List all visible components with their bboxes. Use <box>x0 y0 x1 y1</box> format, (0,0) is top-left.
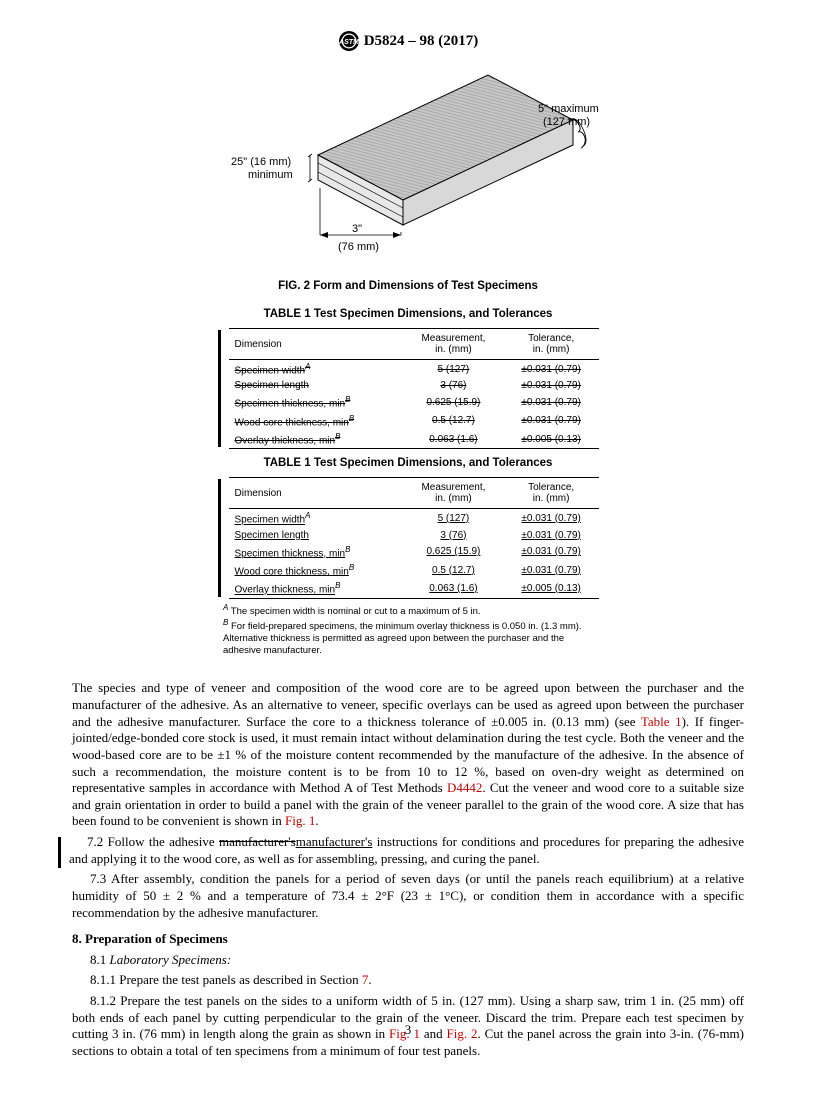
col-measurement: Measurement,in. (mm) <box>403 478 504 509</box>
para-7-2-changed: 7.2 Follow the adhesive manufacturer'sma… <box>58 834 744 871</box>
figure-2: 5" maximum (127 mm) 25" (16 mm) minimum … <box>72 60 744 292</box>
standard-number: D5824 – 98 (2017) <box>364 33 479 50</box>
page-number: 3 <box>0 1022 816 1038</box>
para-8-1-1: 8.1.1 Prepare the test panels as describ… <box>72 972 744 989</box>
col-dimension: Dimension <box>229 329 404 360</box>
table-footnotes: A The specimen width is nominal or cut t… <box>223 603 593 657</box>
para-8-1: 8.1 Laboratory Specimens: <box>72 952 744 969</box>
col-tolerance: Tolerance,in. (mm) <box>504 478 599 509</box>
svg-text:25" (16 mm): 25" (16 mm) <box>231 156 291 168</box>
svg-text:3": 3" <box>352 223 362 235</box>
table1-new: Dimension Measurement,in. (mm) Tolerance… <box>229 477 599 598</box>
table-row: Overlay thickness, minB0.063 (1.6)±0.005… <box>229 430 599 449</box>
change-bar-icon <box>58 837 61 868</box>
table1-old: Dimension Measurement,in. (mm) Tolerance… <box>229 328 599 449</box>
astm-logo-icon: ASTM <box>338 30 360 52</box>
table-row: Specimen thickness, minB0.625 (15.9)±0.0… <box>229 393 599 411</box>
table-row: Wood core thickness, minB0.5 (12.7)±0.03… <box>229 561 599 579</box>
table-row: Specimen thickness, minB0.625 (15.9)±0.0… <box>229 543 599 561</box>
link-d4442[interactable]: D4442 <box>447 780 482 795</box>
link-fig1[interactable]: Fig. 1 <box>285 813 315 828</box>
svg-text:5" maximum: 5" maximum <box>538 103 599 115</box>
specimen-diagram: 5" maximum (127 mm) 25" (16 mm) minimum … <box>208 60 608 270</box>
change-bar-icon <box>218 479 221 596</box>
svg-text:ASTM: ASTM <box>338 39 359 46</box>
col-tolerance: Tolerance,in. (mm) <box>504 329 599 360</box>
table-row: Specimen widthA5 (127)±0.031 (0.79) <box>229 360 599 379</box>
svg-text:(127 mm): (127 mm) <box>543 116 590 128</box>
change-bar-icon <box>218 330 221 447</box>
section-8-heading: 8. Preparation of Specimens <box>72 931 744 948</box>
para-species: The species and type of veneer and compo… <box>72 680 744 830</box>
table-row: Specimen length3 (76)±0.031 (0.79) <box>229 378 599 393</box>
table-row: Wood core thickness, minB0.5 (12.7)±0.03… <box>229 412 599 430</box>
col-dimension: Dimension <box>229 478 404 509</box>
table-row: Specimen length3 (76)±0.031 (0.79) <box>229 528 599 543</box>
standard-header: ASTM D5824 – 98 (2017) <box>72 30 744 52</box>
figure-caption: FIG. 2 Form and Dimensions of Test Speci… <box>72 280 744 292</box>
col-measurement: Measurement,in. (mm) <box>403 329 504 360</box>
table1-title-new: TABLE 1 Test Specimen Dimensions, and To… <box>264 457 553 469</box>
link-table1[interactable]: Table 1 <box>641 714 682 729</box>
para-7-2: 7.2 Follow the adhesive manufacturer'sma… <box>69 834 744 867</box>
table-row: Overlay thickness, minB0.063 (1.6)±0.005… <box>229 579 599 598</box>
svg-text:minimum: minimum <box>248 169 293 181</box>
svg-text:(76 mm): (76 mm) <box>338 241 379 253</box>
table-row: Specimen widthA5 (127)±0.031 (0.79) <box>229 509 599 528</box>
table1-title-struck: TABLE 1 Test Specimen Dimensions, and To… <box>264 308 553 320</box>
para-7-3: 7.3 After assembly, condition the panels… <box>72 871 744 921</box>
